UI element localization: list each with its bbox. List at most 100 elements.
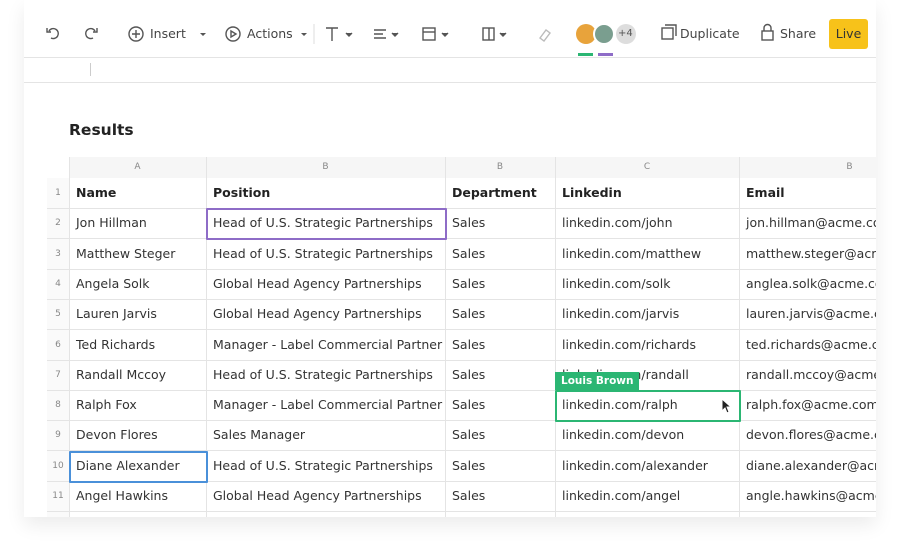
- cell: devon.flores@acme.com: [746, 427, 876, 443]
- collaborator-label: Louis Brown: [555, 372, 640, 391]
- cell: Global Head Agency Partnerships: [213, 306, 422, 322]
- row-number: 9: [55, 430, 61, 441]
- letter-bar: [69, 157, 876, 178]
- divider: [24, 82, 876, 83]
- row-number: 4: [55, 278, 61, 289]
- row-line: [47, 450, 876, 451]
- column-header: Name: [76, 185, 117, 200]
- duplicate-button[interactable]: Duplicate: [680, 26, 740, 41]
- cell: Manager - Label Commercial Partner: [213, 397, 443, 413]
- cell: linkedin.com/angel: [562, 488, 681, 503]
- row-line: [47, 420, 876, 421]
- column-line: [739, 157, 740, 517]
- cell: Sales: [452, 397, 486, 413]
- cell: linkedin.com/ralph: [562, 397, 678, 413]
- toolbar-icons: [46, 23, 774, 56]
- row-number: 10: [52, 460, 64, 471]
- column-line: [206, 157, 207, 517]
- cell: Sales: [452, 366, 486, 382]
- cell: Sales Manager: [213, 427, 306, 443]
- column-letter: B: [322, 162, 329, 172]
- row-number-bar: [47, 178, 69, 517]
- column-line: [69, 157, 70, 517]
- cell: Manager - Label Commercial Partner: [213, 336, 443, 352]
- cell: randall.mccoy@acme.com: [746, 366, 876, 382]
- row-line: [47, 481, 876, 482]
- row-line: [47, 390, 876, 391]
- collaborator-selection: [555, 390, 741, 423]
- row-number: 8: [55, 400, 61, 411]
- row-line: [47, 360, 876, 361]
- cell: Head of U.S. Strategic Partnerships: [213, 245, 433, 261]
- active-selection: [69, 450, 208, 483]
- column-header: Email: [746, 185, 785, 200]
- cell: Sales: [452, 275, 486, 291]
- row-line: [47, 269, 876, 270]
- cell: Angela Solk: [76, 275, 150, 291]
- cell: Global Head Agency Partnerships: [213, 275, 422, 291]
- column-line: [555, 157, 556, 517]
- cell: Head of U.S. Strategic Partnerships: [213, 215, 433, 231]
- row-line: [47, 329, 876, 330]
- more-collaborators[interactable]: +4: [618, 28, 633, 39]
- cell: Devon Flores: [76, 427, 158, 443]
- cell: Matthew Steger: [76, 245, 176, 261]
- live-button[interactable]: Live: [829, 19, 868, 49]
- row-line: [47, 299, 876, 300]
- sheet-title: Results: [69, 121, 134, 139]
- cell: angle.hawkins@acme.com: [746, 488, 876, 503]
- share-button[interactable]: Share: [780, 26, 817, 41]
- cell: jon.hillman@acme.com: [746, 215, 876, 231]
- cell: Sales: [452, 427, 486, 443]
- cell: Sales: [452, 215, 486, 231]
- cell: diane.alexander@acme.com: [746, 457, 876, 473]
- cell: Sales: [452, 488, 486, 503]
- column-letter: B: [846, 162, 853, 172]
- cell: Diane Alexander: [76, 457, 180, 473]
- cell: linkedin.com/solk: [562, 275, 671, 291]
- cell: lauren.jarvis@acme.com: [746, 306, 876, 322]
- cell: matthew.steger@acme.com: [746, 245, 876, 261]
- divider: [24, 57, 876, 58]
- cell: linkedin.com/alexander: [562, 457, 708, 473]
- row-number: 5: [55, 309, 61, 320]
- actions-button[interactable]: Actions: [247, 26, 293, 41]
- column-line: [445, 157, 446, 517]
- text-caret: [90, 63, 91, 76]
- cell: linkedin.com/matthew: [562, 245, 702, 261]
- cell: Sales: [452, 336, 486, 352]
- insert-button[interactable]: Insert: [150, 26, 186, 41]
- cell: ralph.fox@acme.com: [746, 397, 876, 413]
- cell: Ted Richards: [76, 336, 156, 352]
- cell: Sales: [452, 306, 486, 322]
- cell: linkedin.com/richards: [562, 336, 696, 352]
- row-number: 7: [55, 369, 61, 380]
- cell: Sales: [452, 457, 486, 473]
- row-number: 2: [55, 218, 61, 229]
- cell: Ralph Fox: [76, 397, 137, 413]
- cell: Jon Hillman: [76, 215, 147, 231]
- cell: Sales: [452, 245, 486, 261]
- cell: Lauren Jarvis: [76, 306, 157, 322]
- cell: anglea.solk@acme.com: [746, 275, 876, 291]
- cell: linkedin.com/john: [562, 215, 673, 231]
- cell: Global Head Agency Partnerships: [213, 488, 422, 503]
- row-line: [47, 208, 876, 209]
- sheet-card: Insert Actions +4 Duplicate Share Live R…: [24, 0, 876, 517]
- cell: linkedin.com/jarvis: [562, 306, 680, 322]
- row-line: [47, 238, 876, 239]
- cell: Head of U.S. Strategic Partnerships: [213, 457, 433, 473]
- column-letter: C: [643, 162, 651, 172]
- cell: Head of U.S. Strategic Partnerships: [213, 366, 433, 382]
- column-header: Linkedin: [562, 185, 622, 200]
- row-number: 6: [55, 339, 61, 350]
- cell: Randall Mccoy: [76, 366, 167, 382]
- column-letter: A: [134, 162, 141, 172]
- row-line: [47, 511, 876, 512]
- collaborator-selection: [206, 208, 447, 241]
- row-number: 1: [55, 188, 61, 198]
- cell: ted.richards@acme.com: [746, 336, 876, 352]
- cell: Angel Hawkins: [76, 488, 168, 503]
- mouse-cursor: [721, 398, 733, 414]
